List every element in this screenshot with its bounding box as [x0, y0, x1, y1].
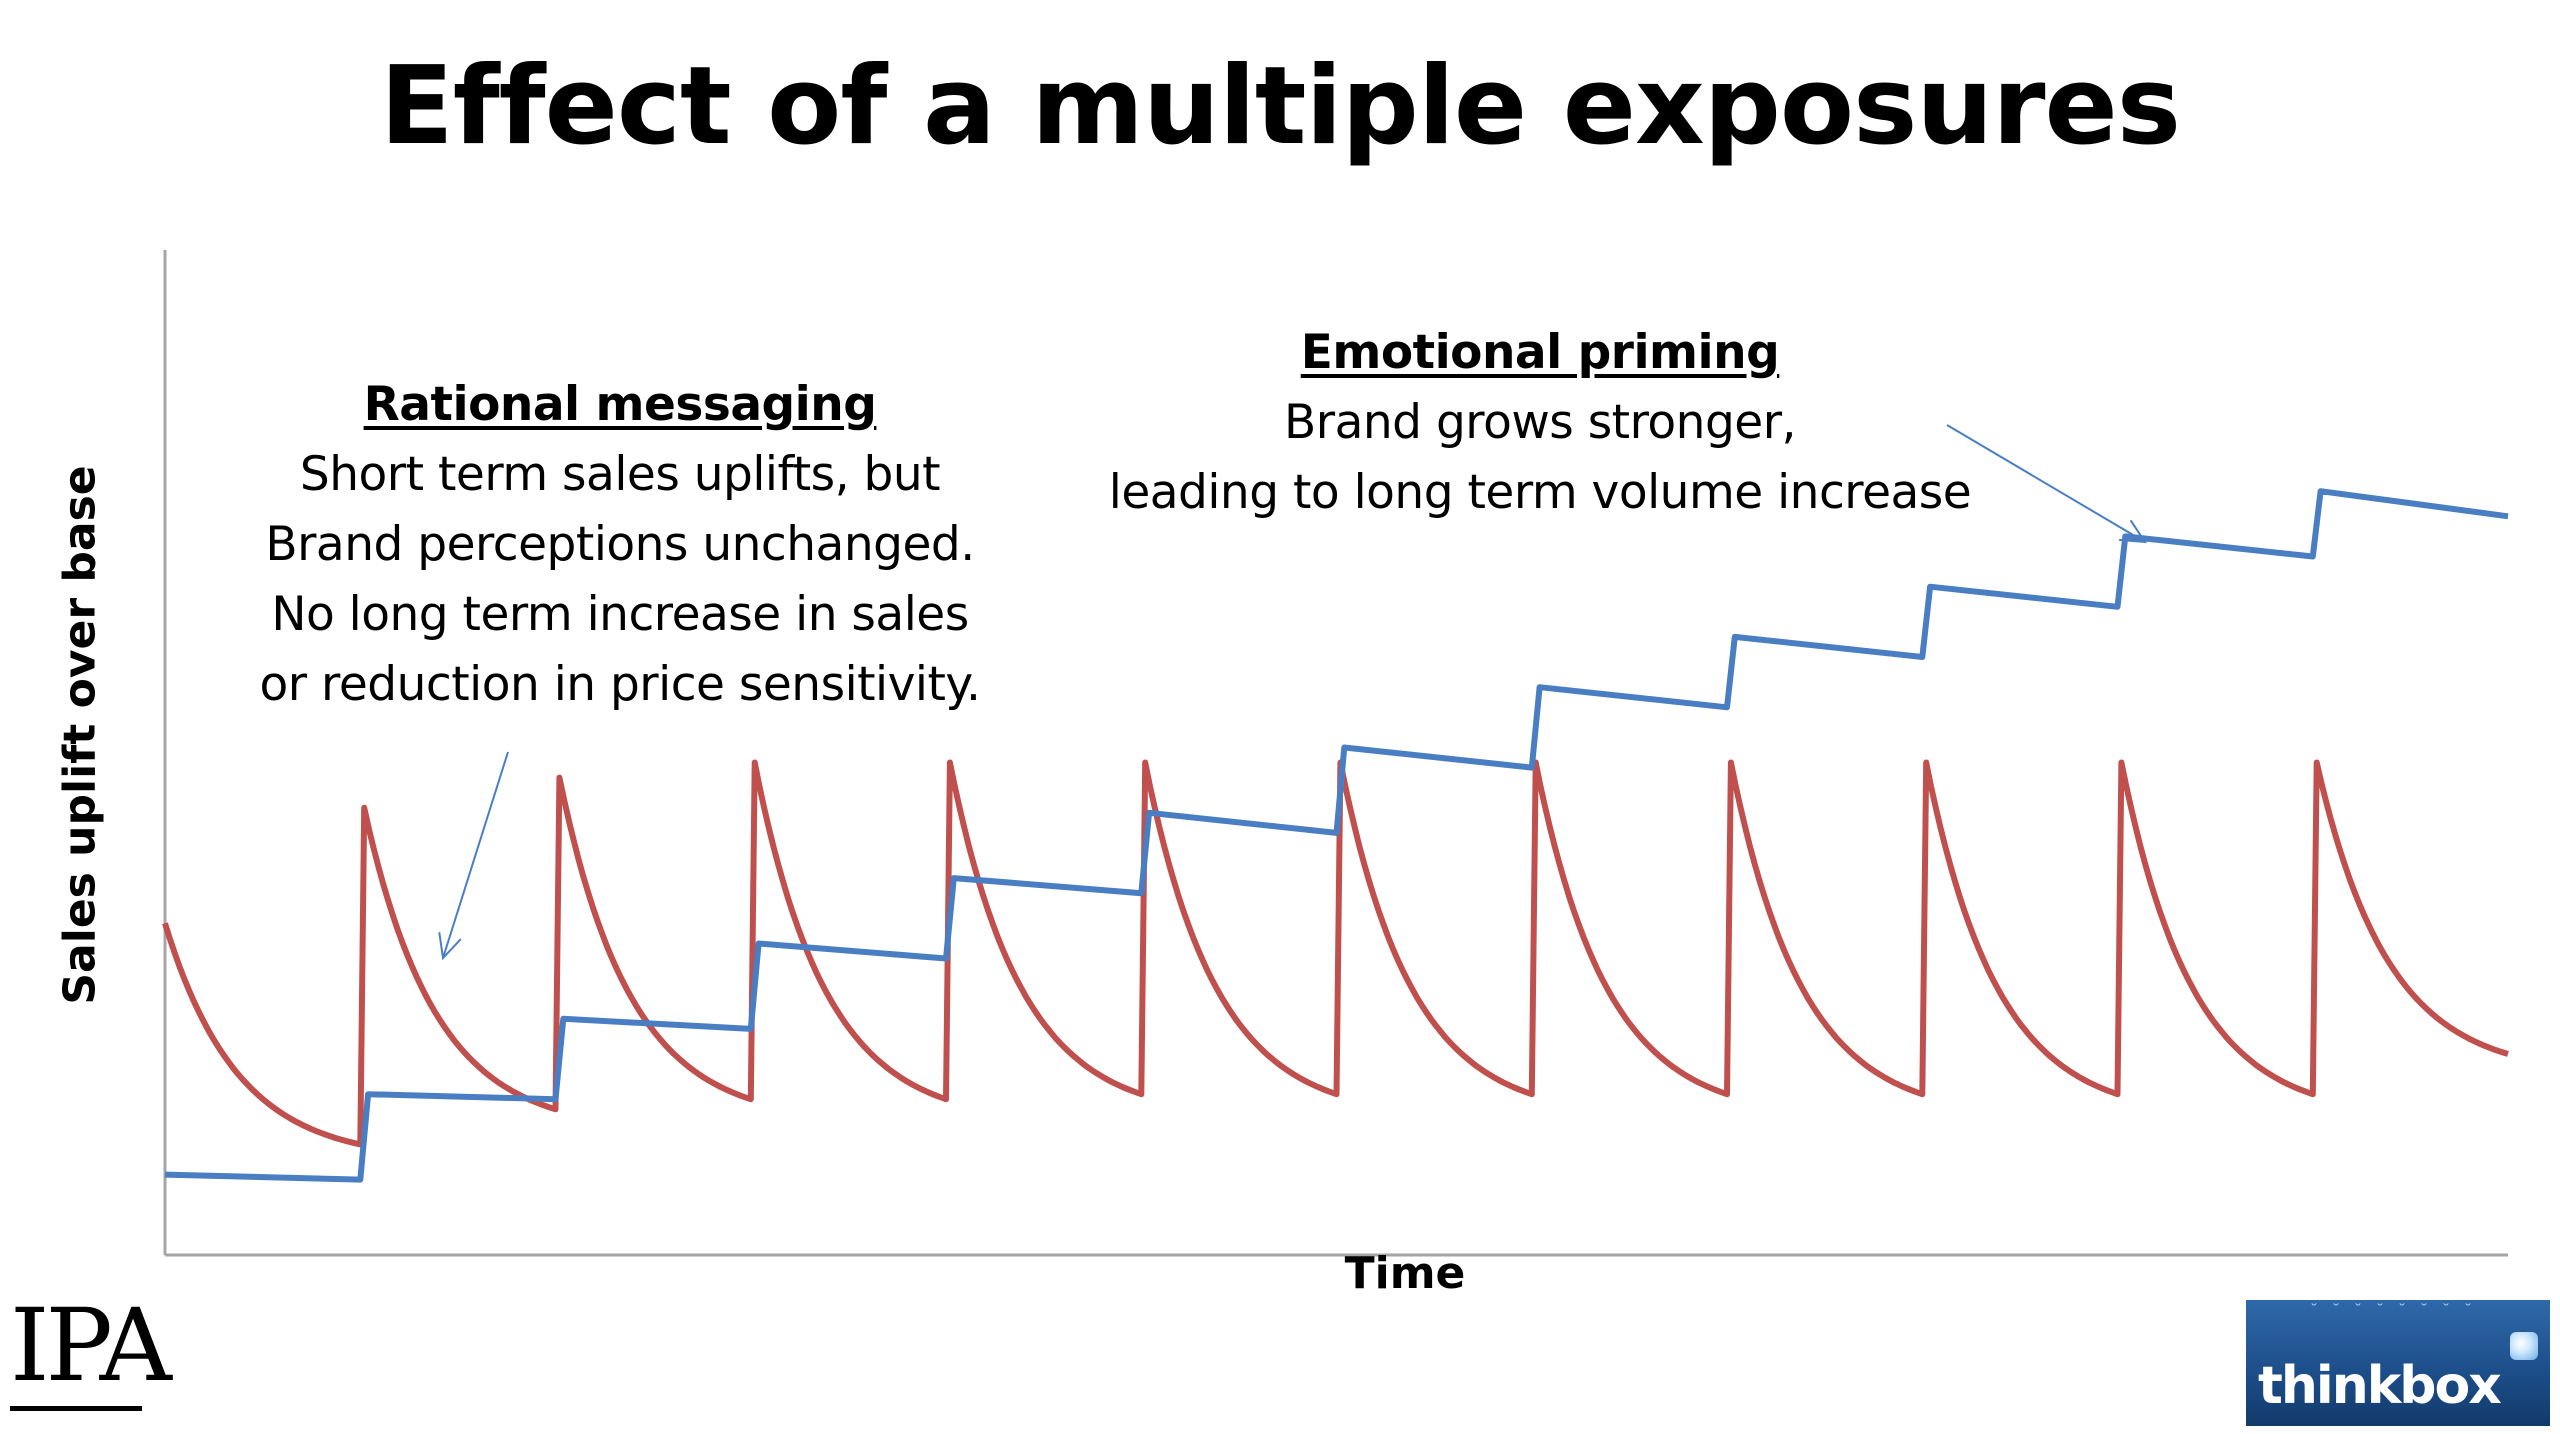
arrow-rational-head — [438, 932, 462, 961]
emotional-line-2: leading to long term volume increase — [1108, 465, 1972, 520]
arrow-rational-annotation — [438, 751, 509, 961]
thinkbox-square-icon — [2510, 1332, 2538, 1360]
rational-line-4: or reduction in price sensitivity. — [259, 657, 981, 712]
x-axis-label: Time — [1344, 1248, 1466, 1299]
arrow-rational-shaft — [442, 751, 509, 959]
rational-line-3: No long term increase in sales — [271, 587, 969, 642]
emotional-heading: Emotional priming — [1300, 325, 1780, 380]
arrow-emotional-shaft — [1946, 424, 2146, 543]
series-emotional-priming — [164, 488, 2509, 1183]
slide-title: Effect of a multiple exposures — [379, 44, 2181, 169]
rational-messaging-annotation: Rational messaging Short term sales upli… — [160, 370, 1080, 720]
thinkbox-logo: ˘˘˘˘˘˘˘˘ thinkbox — [2246, 1300, 2550, 1426]
rational-line-2: Brand perceptions unchanged. — [265, 517, 975, 572]
rational-heading: Rational messaging — [363, 377, 877, 432]
ipa-logo-rule — [10, 1406, 142, 1411]
arrow-emotional-head — [2119, 519, 2147, 544]
thinkbox-logo-text: thinkbox — [2258, 1356, 2502, 1416]
emotional-priming-annotation: Emotional priming Brand grows stronger, … — [1040, 318, 2040, 528]
ipa-logo: IPA — [10, 1287, 172, 1404]
thinkbox-dots-decoration: ˘˘˘˘˘˘˘˘ — [2310, 1301, 2486, 1320]
arrow-emotional-annotation — [1946, 424, 2147, 544]
emotional-line-1: Brand grows stronger, — [1284, 395, 1796, 450]
series-rational-messaging — [162, 759, 2509, 1148]
y-axis-label: Sales uplift over base — [54, 465, 106, 1005]
rational-line-1: Short term sales uplifts, but — [299, 447, 941, 502]
